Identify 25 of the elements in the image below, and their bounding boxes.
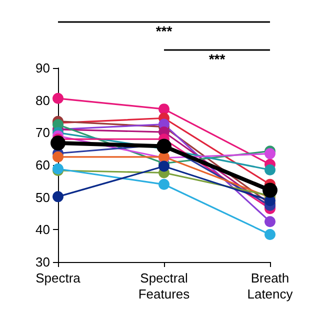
y-tick-label: 30 xyxy=(36,254,50,270)
point xyxy=(158,104,170,115)
point xyxy=(158,178,170,190)
point xyxy=(156,138,172,154)
text: *** xyxy=(156,23,173,39)
y-tick-label: 50 xyxy=(36,190,50,205)
point xyxy=(264,148,276,160)
y-tick-label: 60 xyxy=(36,158,50,172)
y-tick-label: 90 xyxy=(36,60,50,76)
point xyxy=(264,216,276,228)
point xyxy=(264,229,276,240)
y-tick-label: 80 xyxy=(36,92,50,108)
point xyxy=(52,92,64,104)
point xyxy=(52,151,64,162)
text: *** xyxy=(208,51,226,67)
point xyxy=(158,160,170,172)
point xyxy=(52,191,64,202)
x-tick-label: Breath Latency xyxy=(247,270,294,302)
point xyxy=(50,136,66,151)
y-tick-label: 70 xyxy=(36,125,50,140)
x-tick-label: Spectra xyxy=(36,270,82,286)
point xyxy=(264,164,276,176)
y-tick-label: 40 xyxy=(36,222,50,238)
point xyxy=(262,182,278,198)
x-tick-label: Spectral Features xyxy=(138,270,190,302)
